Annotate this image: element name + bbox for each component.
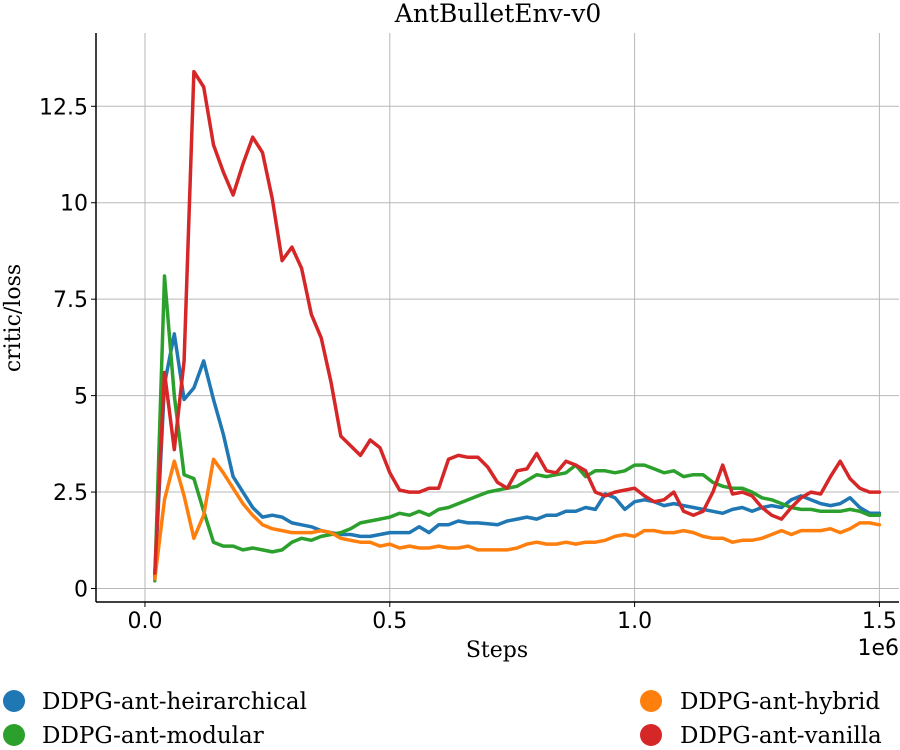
legend: DDPG-ant-heirarchical DDPG-ant-hybrid DDPG… — [3, 689, 882, 749]
y-tick-label: 2.5 — [53, 481, 88, 506]
legend-marker-ddpg-ant-heirarchical — [3, 690, 25, 712]
y-tick-label: 5 — [74, 385, 88, 410]
legend-label-ddpg-ant-vanilla: DDPG-ant-vanilla — [680, 723, 882, 749]
axes — [95, 33, 899, 603]
y-axis-label: critic/loss — [1, 264, 26, 372]
series-line-ddpg-ant-modular — [153, 274, 882, 583]
series-line-ddpg-ant-hybrid — [153, 457, 882, 581]
plot-series — [153, 69, 882, 583]
legend-label-ddpg-ant-heirarchical: DDPG-ant-heirarchical — [42, 689, 307, 715]
legend-marker-ddpg-ant-hybrid — [640, 690, 662, 712]
legend-marker-ddpg-ant-modular — [3, 724, 25, 746]
x-tick-label: 0.5 — [372, 609, 407, 634]
legend-label-ddpg-ant-modular: DDPG-ant-modular — [42, 723, 264, 749]
x-tick-label: 1.5 — [862, 609, 897, 634]
x-axis-offset-label: 1e6 — [857, 636, 899, 661]
legend-label-ddpg-ant-hybrid: DDPG-ant-hybrid — [680, 689, 880, 715]
y-tick-labels: 0 2.5 5 7.5 10 12.5 — [39, 95, 96, 602]
chart-title: AntBulletEnv-v0 — [394, 0, 601, 28]
x-tick-label: 1.0 — [617, 609, 652, 634]
series-line-ddpg-ant-vanilla — [153, 69, 882, 575]
y-tick-label: 12.5 — [39, 95, 88, 120]
grid — [96, 33, 899, 602]
x-axis-label: Steps — [466, 638, 528, 663]
series-line-ddpg-ant-heirarchical — [153, 332, 882, 579]
x-tick-label: 0.0 — [127, 609, 162, 634]
y-tick-label: 10 — [60, 192, 88, 217]
x-tick-labels: 0.0 0.5 1.0 1.5 — [127, 602, 897, 634]
legend-marker-ddpg-ant-vanilla — [640, 724, 662, 746]
y-tick-label: 7.5 — [53, 288, 88, 313]
y-tick-label: 0 — [74, 577, 88, 602]
